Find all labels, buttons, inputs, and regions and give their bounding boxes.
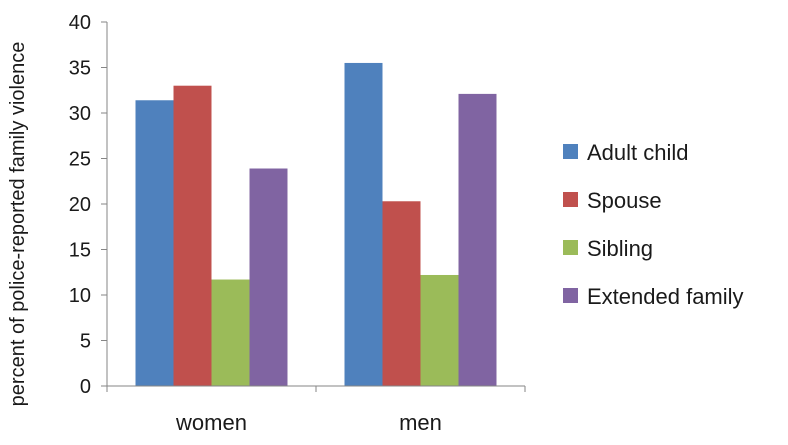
bar-adult-child-women — [135, 100, 174, 386]
y-tick-label: 0 — [80, 376, 91, 398]
bar-extended-family-women — [249, 168, 288, 386]
bars — [135, 62, 497, 386]
y-tick-label: 30 — [69, 103, 91, 125]
legend-label: Extended family — [587, 284, 744, 309]
y-axis-title: percent of police-reported family violen… — [7, 42, 29, 407]
y-tick-label: 15 — [69, 240, 91, 262]
legend-label: Spouse — [587, 188, 662, 213]
y-tick-label: 10 — [69, 285, 91, 307]
y-tick-label: 25 — [69, 149, 91, 171]
legend-swatch — [563, 240, 578, 255]
bar-adult-child-men — [344, 62, 383, 386]
y-tick-label: 20 — [69, 194, 91, 216]
bar-sibling-women — [211, 279, 250, 386]
legend-label: Sibling — [587, 236, 653, 261]
legend-label: Adult child — [587, 140, 689, 165]
x-category-label: men — [399, 410, 442, 435]
bar-extended-family-men — [458, 93, 497, 386]
legend: Adult child Spouse Sibling Extended family — [563, 140, 744, 309]
bar-sibling-men — [420, 274, 459, 386]
y-axis-ticks: 0 5 10 15 20 25 30 35 40 — [69, 12, 107, 398]
legend-swatch — [563, 144, 578, 159]
y-tick-label: 35 — [69, 58, 91, 80]
bar-spouse-men — [382, 201, 421, 386]
y-tick-label: 40 — [69, 12, 91, 34]
x-axis-categories: women men — [106, 386, 526, 435]
x-category-label: women — [175, 410, 247, 435]
legend-swatch — [563, 192, 578, 207]
bar-spouse-women — [173, 85, 212, 386]
y-tick-label: 5 — [80, 331, 91, 353]
legend-swatch — [563, 288, 578, 303]
